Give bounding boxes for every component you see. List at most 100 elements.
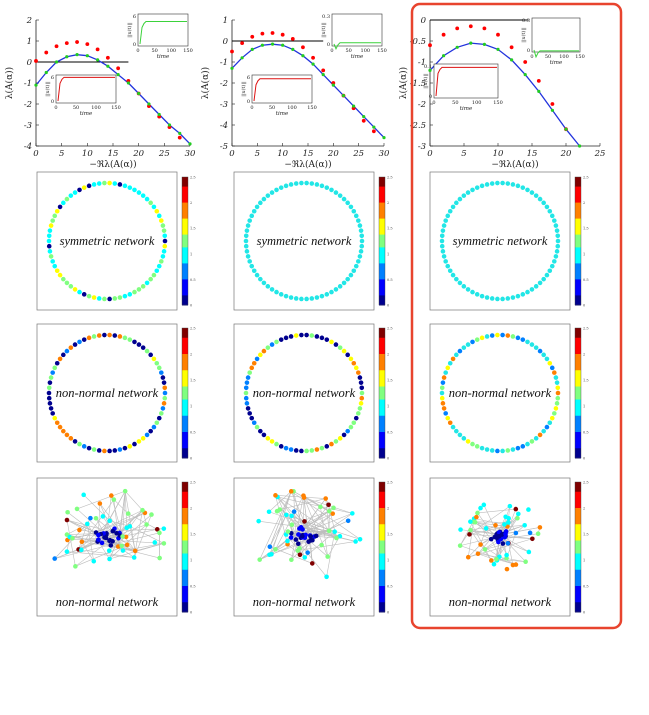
colorbar-tick-label: 1.5 [190,227,196,231]
series-1-point [96,58,99,61]
ring-node [354,264,359,269]
ring-node [141,345,146,350]
colorbar-segment [575,364,581,368]
colorbar-segment [575,328,581,332]
ring-node [304,297,309,302]
ring-node [47,391,52,396]
series-1-point [382,136,385,139]
colorbar-segment [379,403,385,407]
colorbar-segment [379,570,385,574]
ring-node [55,268,60,273]
ring-node [289,295,294,300]
ring-node [470,442,475,447]
ring-node [102,449,107,454]
ring-node [132,188,137,193]
colorbar-segment [182,180,188,184]
ring-node [320,336,325,341]
y-tick-label: -2 [24,100,32,110]
graph-node [289,514,294,519]
ring-node [320,184,325,189]
graph-node [112,497,117,502]
ring-node [262,281,267,286]
y-tick-label: -5 [220,142,228,152]
ring-node [249,264,254,269]
ring-node [162,401,167,406]
colorbar-segment [575,260,581,264]
colorbar-segment [379,528,385,532]
ring-node [359,380,364,385]
colorbar-segment [379,257,385,261]
ring-node [354,214,359,219]
ring-node [47,396,52,401]
colorbar-segment [182,596,188,600]
colorbar-segment [182,492,188,496]
ring-node [442,406,447,411]
ring-node [152,273,157,278]
colorbar-segment [182,390,188,394]
colorbar-tick-label: 1 [583,252,585,256]
ring-node [538,197,543,202]
colorbar-segment [379,279,385,283]
y-tick-label: 0 [223,37,229,47]
ring-node [87,336,92,341]
colorbar-segment [379,580,385,584]
ring-node [462,345,467,350]
ring-node [334,190,339,195]
ring-node [69,193,74,198]
colorbar-segment [575,177,581,181]
colorbar-segment [379,370,385,374]
ring-node [123,446,128,451]
graph-node [468,519,473,524]
colorbar-segment [182,419,188,423]
colorbar-segment [379,589,385,593]
series-1-point [322,73,325,76]
ring-node [304,449,309,454]
y-tick-label: 0 [421,16,427,26]
ring-node [48,380,53,385]
ring-node [440,239,445,244]
x-tick-label: 5 [461,149,466,159]
ring-node [485,447,490,452]
colorbar-segment [182,331,188,335]
colorbar-segment [379,374,385,378]
colorbar-segment [379,593,385,597]
ring-node [73,287,78,292]
series-0-point [428,43,432,47]
colorbar-segment [182,531,188,535]
colorbar-segment [182,403,188,407]
ring-node [440,391,445,396]
ring-node [448,268,453,273]
x-tick-label: 15 [303,149,314,159]
colorbar-segment [182,554,188,558]
colorbar-segment [182,228,188,232]
ring-node [359,234,364,239]
colorbar-segment [182,583,188,587]
colorbar-segment [575,367,581,371]
x-tick-label: 5 [59,149,64,159]
ring-node [534,436,539,441]
colorbar-segment [575,560,581,564]
colorbar-segment [379,215,385,219]
colorbar-segment [182,406,188,410]
ring-node [112,448,117,453]
series-1-point [551,109,554,112]
colorbar-segment [379,435,385,439]
colorbar-tick-label: 1.5 [387,227,393,231]
colorbar-segment [379,241,385,245]
graph-node [326,502,331,507]
colorbar-segment [379,344,385,348]
ring-node [441,228,446,233]
ring-node [65,197,70,202]
ring-node [148,353,153,358]
ring-node [50,370,55,375]
ring-node [137,287,142,292]
ring-node [77,290,82,295]
ring-node [270,342,275,347]
colorbar-segment [575,377,581,381]
ring-node [454,201,459,206]
series-1-point [168,123,171,126]
graph-node [108,538,113,543]
ring-node [246,254,251,259]
colorbar-segment [182,241,188,245]
